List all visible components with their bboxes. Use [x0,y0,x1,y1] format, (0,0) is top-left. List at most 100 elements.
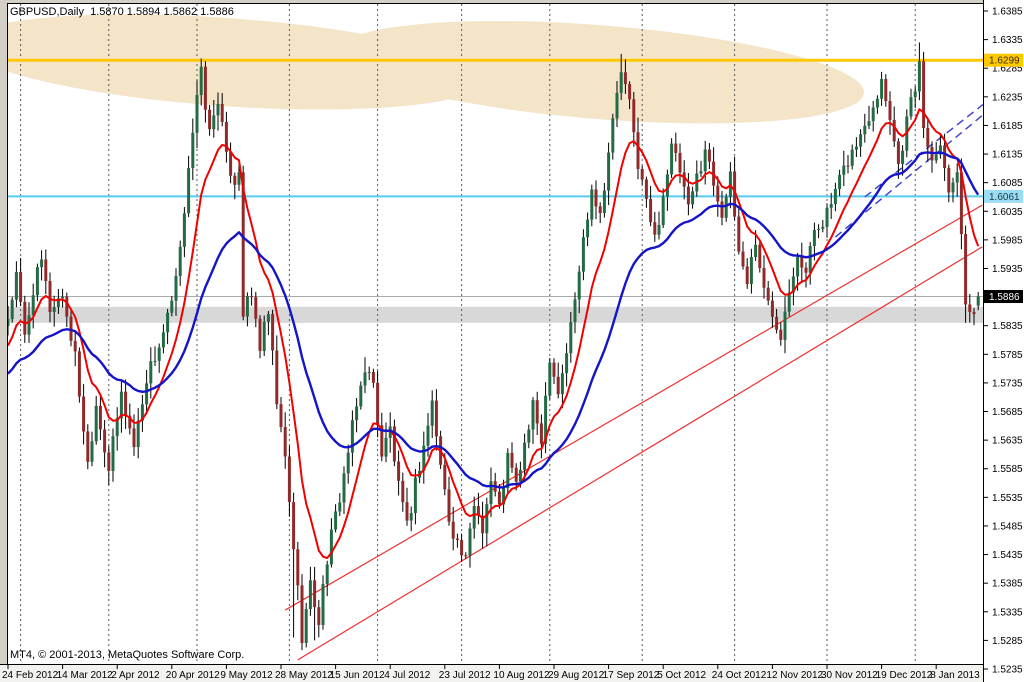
candle-bullish [27,315,31,335]
candle-bullish [590,189,594,220]
candle-bullish [938,145,942,155]
candle-bearish [686,186,690,205]
candle-bearish [964,234,968,305]
candle-bearish [451,521,455,539]
horizontal-lines-layer [7,58,983,298]
current-price-badge [984,290,1023,304]
candle-bearish [23,301,27,335]
red-channel-upper-trendline[interactable] [284,204,983,611]
plot-area[interactable] [0,0,1008,664]
candle-bullish [384,437,388,457]
candle-bullish [187,168,191,214]
candle-bullish [178,246,182,276]
candle-bullish [913,91,917,98]
candle-bearish [775,316,779,330]
candle-bullish [468,528,472,556]
y-axis[interactable]: 1.6385 1.6335 1.6285 1.6235 1.6185 1.6135 1.60… [983,7,1023,676]
candle-bullish [111,436,115,471]
x-axis-label: 12 Nov 2012 [766,670,823,681]
candle-bullish [350,420,354,453]
candle-bearish [779,329,783,340]
x-axis-label: 19 Dec 2012 [876,670,933,681]
candle-bullish [602,190,606,214]
candle-bullish [40,259,44,268]
candle-bearish [598,206,602,214]
y-axis-label: 1.5435 [992,550,1023,561]
candle-bearish [800,256,804,268]
candle-bullish [569,322,573,354]
candle-bearish [258,318,262,351]
candle-bullish [859,134,863,147]
price-badges: 1.6299 1.6061 1.5886 [984,53,1023,304]
candle-bearish [124,391,128,416]
candle-bearish [884,79,888,102]
y-axis-label: 1.5285 [992,636,1023,647]
y-axis-label: 1.6385 [992,7,1023,18]
ma-slow-line[interactable] [7,151,980,489]
candle-bearish [678,152,682,173]
x-axis-label: 9 May 2012 [220,670,273,681]
candle-bullish [842,165,846,175]
candle-bearish [380,425,384,457]
candle-bullish [523,442,527,470]
candle-bearish [271,314,275,351]
candle-bullish [880,79,884,99]
candle-bullish [665,174,669,197]
candle-bullish [174,275,178,301]
candle-bullish [149,361,153,384]
candle-bullish [871,107,875,122]
candle-bearish [481,515,485,534]
candle-bullish [934,154,938,161]
candle-bearish [770,300,774,317]
candle-bearish [497,491,501,505]
candle-bearish [762,267,766,288]
y-axis-label: 1.6285 [992,64,1023,75]
candle-bearish [972,311,976,315]
candle-bearish [401,480,405,503]
candle-bearish [846,165,850,167]
candle-bullish [212,115,216,130]
candle-bearish [636,132,640,170]
candle-bearish [275,350,279,405]
candle-bullish [817,228,821,230]
candle-bearish [745,266,749,284]
candle-bearish [77,351,81,397]
candle-bearish [371,372,375,383]
candle-bearish [19,272,23,302]
candle-bullish [787,292,791,312]
candle-bearish [716,185,720,202]
candle-bullish [703,149,707,172]
level-cyan-badge-label: 1.6061 [989,192,1020,203]
candle-bearish [103,429,107,453]
candle-bearish [317,607,321,626]
red-channel-lower-trendline[interactable] [297,246,983,661]
ma-fast-line[interactable] [7,108,980,560]
y-axis-label: 1.5585 [992,464,1023,475]
candle-bearish [376,382,380,426]
candle-bullish [976,296,980,306]
price-scale-background[interactable] [984,0,1024,682]
drawn-ellipse[interactable] [333,5,868,140]
candle-bearish [254,297,258,319]
y-axis-label: 1.6185 [992,121,1023,132]
x-axis-label: 23 Jul 2012 [439,670,491,681]
candle-bullish [502,488,506,505]
candle-bullish [875,98,879,108]
time-scale-background[interactable] [0,665,984,682]
candle-bullish [838,174,842,189]
x-axis-label: 24 Oct 2012 [712,670,767,681]
candle-bullish [581,237,585,272]
candle-bearish [86,431,90,462]
candle-bearish [405,502,409,521]
candle-bullish [363,372,367,386]
candle-bearish [947,168,951,193]
candle-bearish [926,128,930,148]
blue-dashed-lower-trendline[interactable] [834,100,1001,238]
candle-bullish [796,256,800,277]
y-axis-label: 1.6085 [992,178,1023,189]
candle-bearish [674,143,678,153]
candle-bullish [821,226,825,229]
candle-bullish [728,171,732,198]
